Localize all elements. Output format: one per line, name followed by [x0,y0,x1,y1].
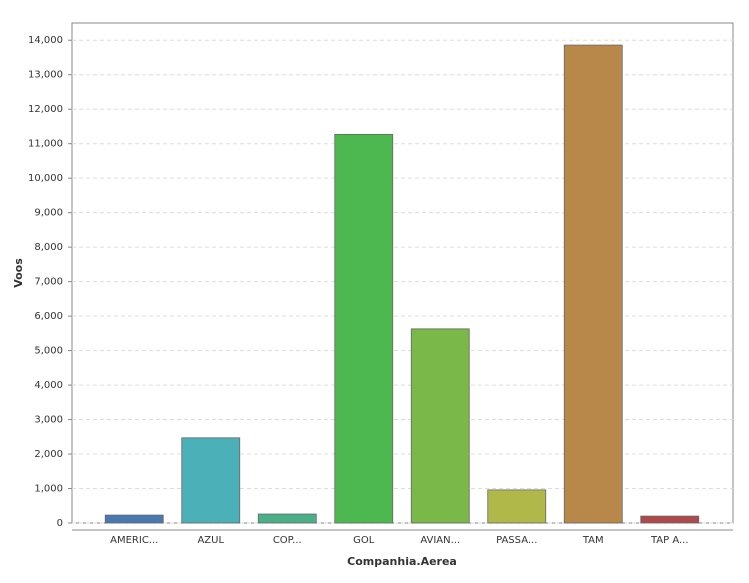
plot-frame [71,22,734,524]
x-tick-label: AVIAN... [420,535,460,546]
bar [410,328,470,524]
y-tick-label: 4,000 [34,380,63,391]
y-tick-label: 11,000 [28,139,63,150]
y-tick-label: 7,000 [34,277,63,288]
y-tick-label: 8,000 [34,242,63,253]
y-tick-label: 5,000 [34,346,63,357]
y-tick-label: 3,000 [34,415,63,426]
x-tick-label: AZUL [197,535,224,546]
x-tick-label: TAM [582,535,604,546]
x-tick-label: AMERIC... [110,535,158,546]
y-tick-label: 1,000 [34,484,63,495]
bar [487,489,547,524]
y-tick-label: 12,000 [28,104,63,115]
y-tick-label: 10,000 [28,173,63,184]
x-tick-label: PASSA... [496,535,537,546]
bar [104,514,164,524]
x-axis-title: Companhia.Aerea [347,555,457,568]
bar [563,44,623,524]
x-tick-label: TAP A... [650,535,689,546]
y-tick-label: 9,000 [34,208,63,219]
bar [334,133,394,524]
y-tick-label: 14,000 [28,35,63,46]
y-tick-label: 6,000 [34,311,63,322]
bar [181,437,241,524]
bar [640,515,700,524]
x-tick-label: GOL [353,535,375,546]
y-tick-label: 2,000 [34,449,63,460]
bar [257,513,317,524]
x-tick-label: COP... [273,535,302,546]
y-tick-label: 13,000 [28,70,63,81]
y-axis-title: Voos [12,258,25,288]
y-tick-label: 0 [57,518,63,529]
